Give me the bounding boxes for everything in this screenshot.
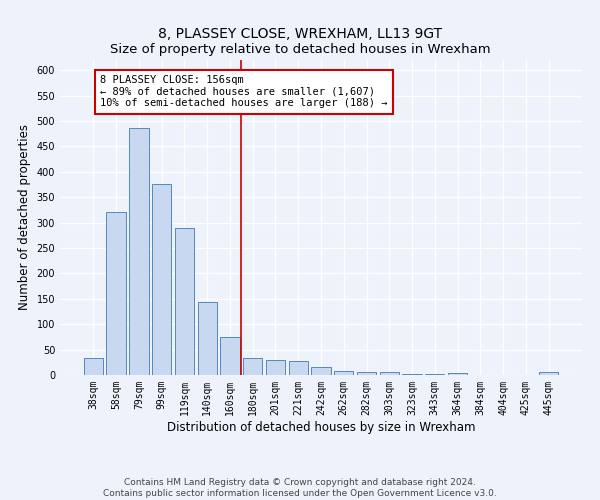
Bar [129,128,149,375]
Bar [266,360,285,375]
Text: Size of property relative to detached houses in Wrexham: Size of property relative to detached ho… [110,42,490,56]
Text: 8 PLASSEY CLOSE: 156sqm
← 89% of detached houses are smaller (1,607)
10% of semi: 8 PLASSEY CLOSE: 156sqm ← 89% of detache… [100,75,388,108]
Bar [311,367,331,375]
Bar [448,373,467,375]
Bar [152,184,172,375]
X-axis label: Distribution of detached houses by size in Wrexham: Distribution of detached houses by size … [167,420,475,434]
Bar [334,372,353,375]
Bar [84,358,103,375]
Y-axis label: Number of detached properties: Number of detached properties [18,124,31,310]
Bar [425,374,445,375]
Bar [403,374,422,375]
Text: 8, PLASSEY CLOSE, WREXHAM, LL13 9GT: 8, PLASSEY CLOSE, WREXHAM, LL13 9GT [158,28,442,42]
Bar [106,212,126,375]
Bar [175,228,194,375]
Bar [220,337,239,375]
Bar [289,361,308,375]
Bar [197,302,217,375]
Bar [539,372,558,375]
Bar [243,358,262,375]
Text: Contains HM Land Registry data © Crown copyright and database right 2024.
Contai: Contains HM Land Registry data © Crown c… [103,478,497,498]
Bar [357,372,376,375]
Bar [380,372,399,375]
